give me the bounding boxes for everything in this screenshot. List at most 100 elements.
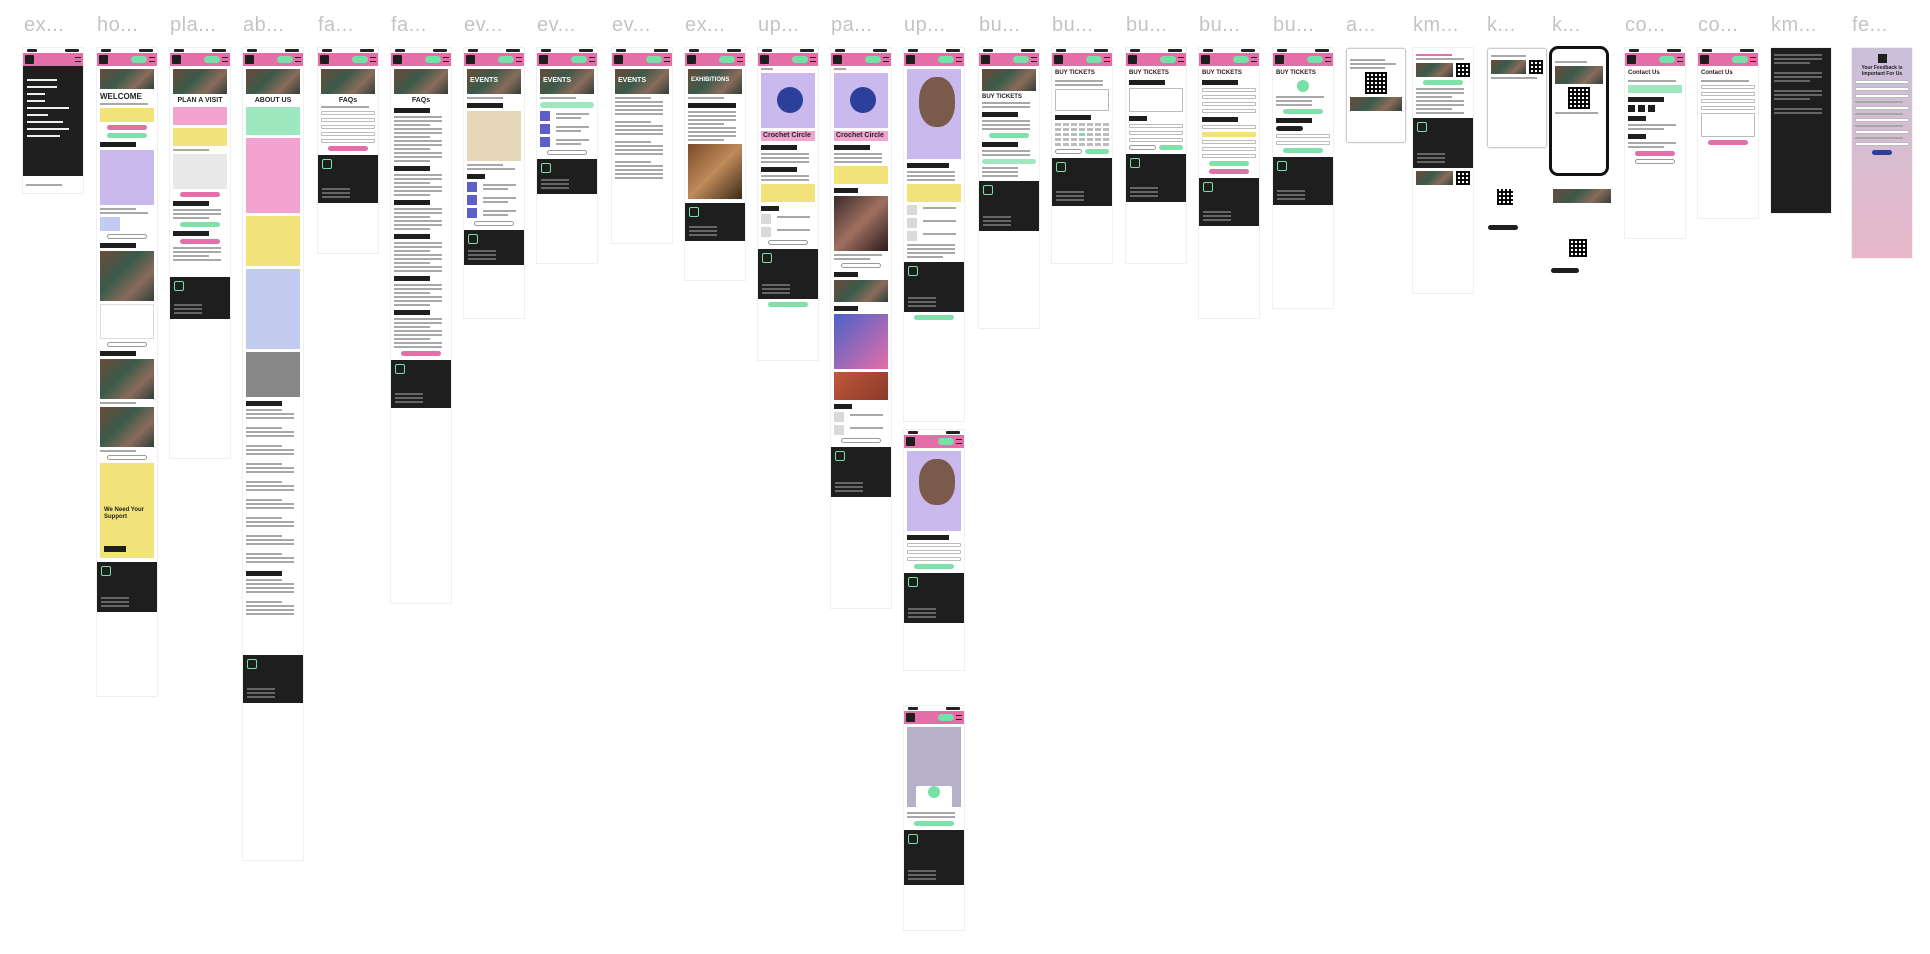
email-button[interactable] — [1635, 159, 1675, 164]
menu-icon[interactable] — [883, 57, 889, 62]
event-thumbnail[interactable] — [540, 137, 550, 147]
name-field[interactable] — [907, 543, 961, 547]
menu-icon[interactable] — [516, 57, 522, 62]
secondary-button[interactable] — [107, 133, 147, 138]
email-field[interactable] — [1129, 131, 1183, 135]
buy-tickets-button[interactable] — [1013, 56, 1029, 63]
send-button[interactable] — [1708, 140, 1748, 145]
menu-icon[interactable] — [370, 57, 376, 62]
frame-buy-tickets-billing[interactable]: BUY TICKETS — [1199, 48, 1259, 318]
filter-option[interactable] — [615, 165, 663, 167]
directions-button[interactable] — [180, 239, 220, 244]
tab-row[interactable] — [688, 97, 724, 99]
frame-label[interactable]: km... — [1771, 14, 1817, 36]
view-more-button[interactable] — [547, 150, 587, 155]
faq-section[interactable] — [394, 276, 430, 281]
buy-tickets-button[interactable] — [277, 56, 293, 63]
frame-km-dark[interactable] — [1771, 48, 1831, 213]
payment-field[interactable] — [1202, 154, 1256, 158]
register-button[interactable] — [914, 564, 954, 569]
view-all-button[interactable] — [107, 234, 147, 239]
event-thumbnail[interactable] — [761, 227, 771, 237]
buy-tickets-button[interactable] — [719, 56, 735, 63]
frame-label[interactable]: bu... — [1126, 14, 1168, 36]
whatsapp-button[interactable] — [982, 159, 1036, 164]
menu-item[interactable] — [27, 86, 57, 88]
event-poster[interactable] — [467, 111, 521, 161]
resource-cover[interactable] — [834, 314, 888, 369]
frame-past-event[interactable]: Crochet Circle — [831, 48, 891, 608]
frame-event-detail[interactable]: Crochet Circle — [758, 48, 818, 360]
buy-tickets-button[interactable] — [1659, 56, 1675, 63]
buy-tickets-button[interactable] — [425, 56, 441, 63]
event-thumbnail[interactable] — [100, 217, 120, 231]
menu-icon[interactable] — [1325, 57, 1331, 62]
frame-label[interactable]: k... — [1552, 14, 1581, 36]
message-field[interactable] — [1701, 113, 1755, 137]
next-button[interactable] — [1158, 145, 1183, 150]
menu-icon[interactable] — [1750, 57, 1756, 62]
feedback-field[interactable] — [1855, 80, 1909, 84]
menu-icon[interactable] — [1251, 57, 1257, 62]
menu-icon[interactable] — [956, 439, 962, 444]
frame-label[interactable]: ev... — [464, 14, 503, 36]
tab-row[interactable] — [1628, 80, 1676, 82]
exhibition-image[interactable] — [688, 144, 742, 199]
event-thumbnail[interactable] — [834, 412, 844, 422]
frame-label[interactable]: pla... — [170, 14, 217, 36]
menu-icon[interactable] — [1677, 57, 1683, 62]
menu-item[interactable] — [27, 79, 57, 81]
frame-label[interactable]: up... — [904, 14, 946, 36]
menu-icon[interactable] — [956, 715, 962, 720]
frame-plan-visit[interactable]: PLAN A VISIT — [170, 48, 230, 458]
buy-tickets-button[interactable] — [1307, 56, 1323, 63]
frame-label[interactable]: fe... — [1852, 14, 1888, 36]
phone-field[interactable] — [1129, 138, 1183, 142]
buy-tickets-button[interactable] — [1233, 56, 1249, 63]
back-button[interactable] — [1055, 149, 1082, 154]
event-thumbnail[interactable] — [761, 214, 771, 224]
buy-tickets-button[interactable] — [498, 56, 514, 63]
event-thumbnail[interactable] — [467, 195, 477, 205]
menu-icon[interactable] — [222, 57, 228, 62]
filter-option[interactable] — [615, 177, 663, 179]
directions-button[interactable] — [180, 192, 220, 197]
frame-contact-form[interactable]: Contact Us — [1698, 48, 1758, 218]
menu-icon[interactable] — [443, 57, 449, 62]
menu-icon[interactable] — [1104, 57, 1110, 62]
buy-tickets-button[interactable] — [865, 56, 881, 63]
billing-field[interactable] — [1202, 88, 1256, 92]
faq-section[interactable] — [394, 200, 430, 205]
filter-option[interactable] — [615, 101, 663, 103]
add-to-wallet-button[interactable] — [1551, 268, 1579, 273]
filter-option[interactable] — [615, 113, 663, 115]
menu-icon[interactable] — [737, 57, 743, 62]
faq-section[interactable] — [394, 310, 430, 315]
directions-button[interactable] — [1635, 151, 1675, 156]
menu-icon[interactable] — [1031, 57, 1037, 62]
frame-expanded-menu[interactable] — [23, 48, 83, 193]
billing-field[interactable] — [1202, 109, 1256, 113]
feedback-field[interactable] — [1855, 142, 1909, 146]
view-all-button[interactable] — [107, 455, 147, 460]
payment-option-selected[interactable] — [1202, 132, 1256, 137]
buy-tickets-button[interactable] — [792, 56, 808, 63]
frame-label[interactable]: fa... — [391, 14, 427, 36]
resource-image[interactable] — [834, 372, 888, 400]
faq-category[interactable] — [321, 118, 375, 122]
register-button[interactable] — [914, 821, 954, 826]
send-button[interactable] — [1283, 148, 1323, 153]
filter-option[interactable] — [615, 125, 663, 127]
frame-label[interactable]: bu... — [1052, 14, 1094, 36]
faq-category[interactable] — [321, 125, 375, 129]
frame-home[interactable]: WELCOME We Need Your Support — [97, 48, 157, 696]
frame-faqs[interactable]: FAQs — [318, 48, 378, 253]
faq-section[interactable] — [394, 234, 430, 239]
filter-option[interactable] — [615, 169, 663, 171]
instagram-icon[interactable] — [1628, 105, 1635, 112]
filter-option[interactable] — [615, 133, 663, 135]
feedback-field[interactable] — [1855, 130, 1909, 134]
primary-button[interactable] — [107, 125, 147, 130]
frame-label[interactable]: co... — [1698, 14, 1739, 36]
filter-option[interactable] — [615, 149, 663, 151]
